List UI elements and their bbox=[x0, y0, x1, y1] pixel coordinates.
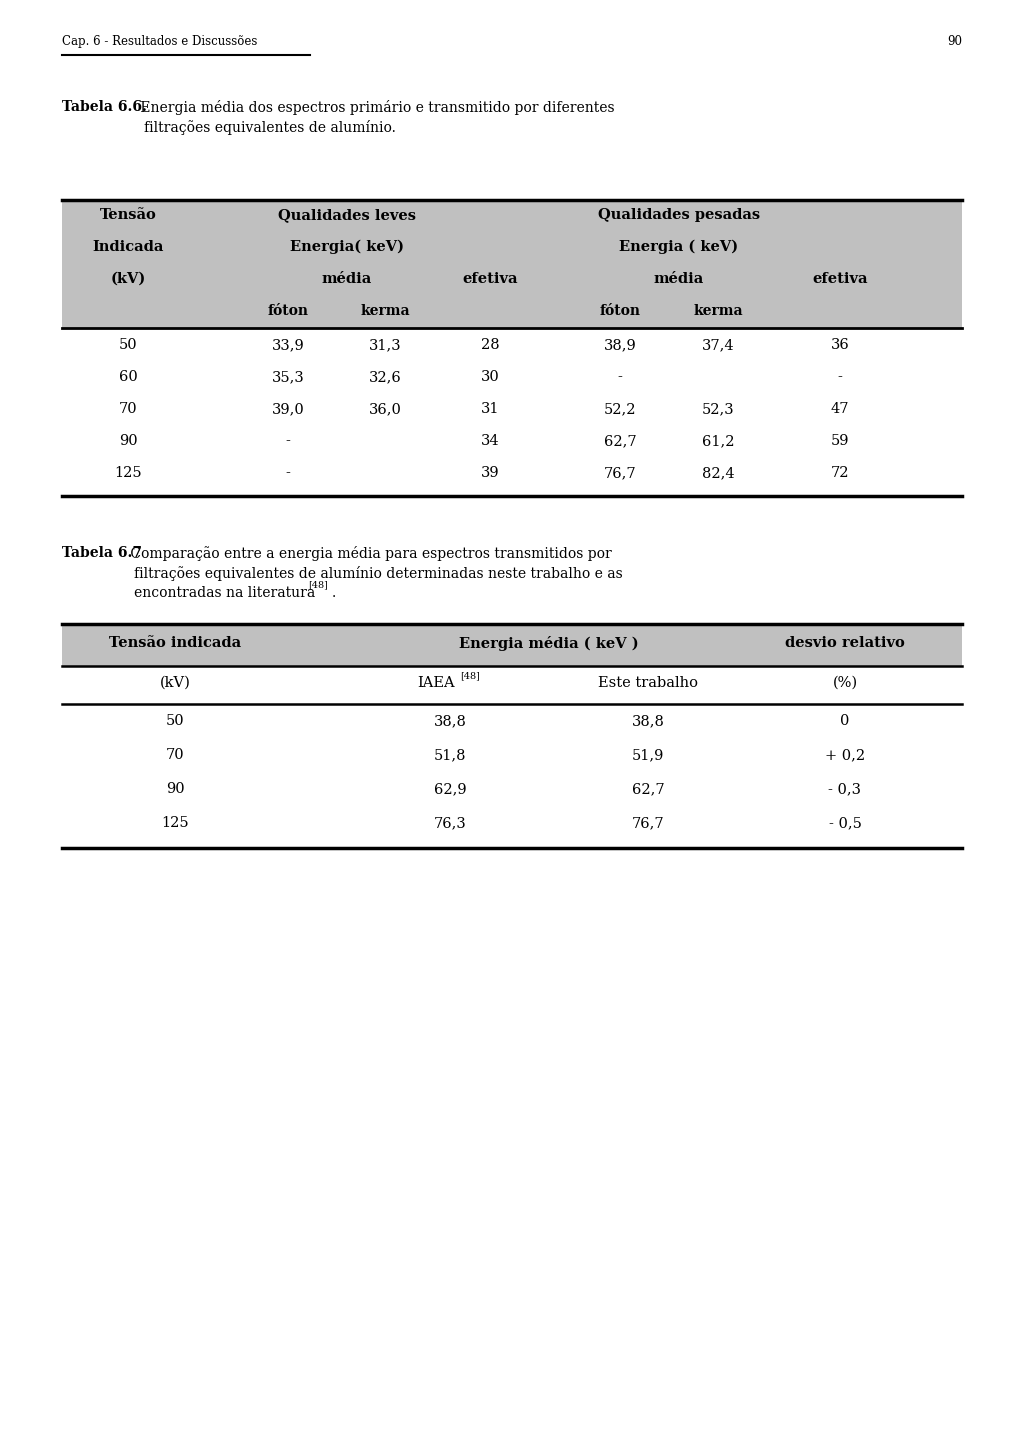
Text: 30: 30 bbox=[480, 370, 500, 385]
Text: (kV): (kV) bbox=[160, 675, 190, 690]
Text: 38,8: 38,8 bbox=[632, 714, 665, 727]
Text: 39: 39 bbox=[480, 466, 500, 480]
Text: - 0,3: - 0,3 bbox=[828, 782, 861, 795]
Bar bbox=[62, 625, 962, 667]
Text: Energia ( keV): Energia ( keV) bbox=[620, 240, 738, 254]
Text: -: - bbox=[286, 434, 291, 448]
Text: Tabela 6.7: Tabela 6.7 bbox=[62, 547, 142, 560]
Text: fóton: fóton bbox=[267, 304, 308, 318]
Text: Comparação entre a energia média para espectros transmitidos por: Comparação entre a energia média para es… bbox=[126, 547, 611, 561]
Text: média: média bbox=[654, 272, 705, 286]
Text: 31,3: 31,3 bbox=[369, 338, 401, 351]
Text: 31: 31 bbox=[480, 402, 500, 416]
Text: 33,9: 33,9 bbox=[271, 338, 304, 351]
Text: filtrações equivalentes de alumínio determinadas neste trabalho e as: filtrações equivalentes de alumínio dete… bbox=[134, 565, 623, 581]
Text: Tensão: Tensão bbox=[99, 208, 157, 223]
Text: 70: 70 bbox=[166, 748, 184, 762]
Text: 36,0: 36,0 bbox=[369, 402, 401, 416]
Text: 76,7: 76,7 bbox=[604, 466, 636, 480]
Text: 39,0: 39,0 bbox=[271, 402, 304, 416]
Text: encontradas na literatura: encontradas na literatura bbox=[134, 586, 315, 600]
Text: 34: 34 bbox=[480, 434, 500, 448]
Text: Energia média ( keV ): Energia média ( keV ) bbox=[459, 636, 639, 651]
Bar bbox=[62, 200, 962, 328]
Text: Indicada: Indicada bbox=[92, 240, 164, 254]
Text: Tensão indicada: Tensão indicada bbox=[109, 636, 241, 651]
Text: 62,7: 62,7 bbox=[604, 434, 636, 448]
Text: 125: 125 bbox=[115, 466, 141, 480]
Text: 59: 59 bbox=[830, 434, 849, 448]
Text: 47: 47 bbox=[830, 402, 849, 416]
Text: 82,4: 82,4 bbox=[701, 466, 734, 480]
Text: 90: 90 bbox=[119, 434, 137, 448]
Text: 62,9: 62,9 bbox=[434, 782, 466, 795]
Text: (%): (%) bbox=[833, 675, 857, 690]
Text: efetiva: efetiva bbox=[812, 272, 867, 286]
Text: 36: 36 bbox=[830, 338, 849, 351]
Text: 52,2: 52,2 bbox=[604, 402, 636, 416]
Text: 61,2: 61,2 bbox=[701, 434, 734, 448]
Text: 51,8: 51,8 bbox=[434, 748, 466, 762]
Text: [48]: [48] bbox=[308, 580, 328, 589]
Text: média: média bbox=[322, 272, 372, 286]
Text: -: - bbox=[286, 466, 291, 480]
Text: 37,4: 37,4 bbox=[701, 338, 734, 351]
Text: 62,7: 62,7 bbox=[632, 782, 665, 795]
Text: 72: 72 bbox=[830, 466, 849, 480]
Text: -: - bbox=[617, 370, 623, 385]
Text: 52,3: 52,3 bbox=[701, 402, 734, 416]
Text: efetiva: efetiva bbox=[462, 272, 518, 286]
Text: fóton: fóton bbox=[599, 304, 640, 318]
Text: -: - bbox=[838, 370, 843, 385]
Text: Energia média dos espectros primário e transmitido por diferentes: Energia média dos espectros primário e t… bbox=[136, 100, 614, 116]
Text: kerma: kerma bbox=[693, 304, 742, 318]
Text: 90: 90 bbox=[947, 35, 962, 48]
Text: 125: 125 bbox=[161, 816, 188, 830]
Text: Qualidades pesadas: Qualidades pesadas bbox=[598, 208, 760, 223]
Text: Este trabalho: Este trabalho bbox=[598, 675, 698, 690]
Text: 70: 70 bbox=[119, 402, 137, 416]
Text: (kV): (kV) bbox=[111, 272, 145, 286]
Text: 0: 0 bbox=[841, 714, 850, 727]
Text: 38,9: 38,9 bbox=[603, 338, 636, 351]
Text: kerma: kerma bbox=[360, 304, 410, 318]
Text: Qualidades leves: Qualidades leves bbox=[278, 208, 416, 223]
Text: Energia( keV): Energia( keV) bbox=[290, 240, 403, 254]
Text: 76,7: 76,7 bbox=[632, 816, 665, 830]
Text: desvio relativo: desvio relativo bbox=[785, 636, 905, 651]
Text: 35,3: 35,3 bbox=[271, 370, 304, 385]
Text: Tabela 6.6.: Tabela 6.6. bbox=[62, 100, 146, 114]
Text: 50: 50 bbox=[119, 338, 137, 351]
Text: Cap. 6 - Resultados e Discussões: Cap. 6 - Resultados e Discussões bbox=[62, 35, 257, 48]
Text: 38,8: 38,8 bbox=[433, 714, 467, 727]
Text: 90: 90 bbox=[166, 782, 184, 795]
Text: 50: 50 bbox=[166, 714, 184, 727]
Text: filtrações equivalentes de alumínio.: filtrações equivalentes de alumínio. bbox=[144, 120, 396, 134]
Text: [48]: [48] bbox=[460, 671, 480, 680]
Text: - 0,5: - 0,5 bbox=[828, 816, 861, 830]
Text: .: . bbox=[332, 586, 336, 600]
Text: 76,3: 76,3 bbox=[433, 816, 466, 830]
Text: 32,6: 32,6 bbox=[369, 370, 401, 385]
Text: 60: 60 bbox=[119, 370, 137, 385]
Text: + 0,2: + 0,2 bbox=[825, 748, 865, 762]
Text: 28: 28 bbox=[480, 338, 500, 351]
Text: 51,9: 51,9 bbox=[632, 748, 665, 762]
Text: IAEA: IAEA bbox=[417, 675, 455, 690]
